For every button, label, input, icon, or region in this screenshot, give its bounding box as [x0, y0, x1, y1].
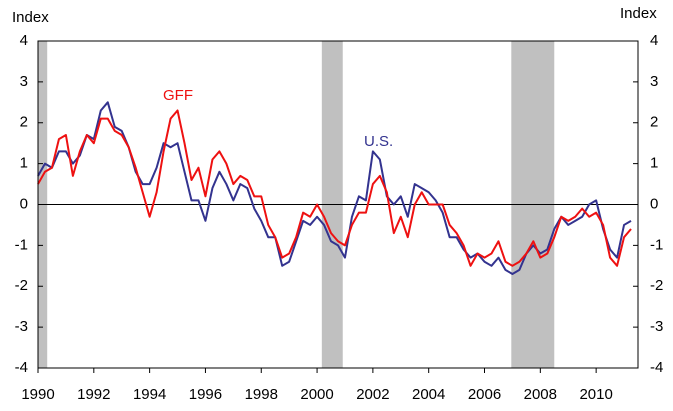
x-tick-label: 2010	[579, 386, 612, 403]
x-tick-label: 1998	[245, 386, 278, 403]
x-tick-label: 2006	[468, 386, 501, 403]
y2-tick-label: -2	[650, 277, 663, 294]
series-label: U.S.	[364, 133, 393, 150]
x-tick-label: 2004	[412, 386, 445, 403]
plot-frame	[37, 40, 639, 369]
y-tick-label: -1	[15, 236, 28, 253]
y-tick-label: 3	[20, 73, 28, 90]
y2-tick-label: 3	[650, 73, 658, 90]
x-tick-label: 1996	[189, 386, 222, 403]
x-tick-label: 1992	[77, 386, 110, 403]
y2-tick-label: 4	[650, 32, 658, 49]
y-tick-label: 1	[20, 155, 28, 172]
y2-tick-label: 2	[650, 114, 658, 131]
y2-tick-label: -1	[650, 236, 663, 253]
x-tick-label: 2000	[300, 386, 333, 403]
x-tick-label: 1994	[133, 386, 166, 403]
y-axis-label: Index	[12, 9, 49, 26]
y-tick-label: -3	[15, 318, 28, 335]
y-tick-label: 2	[20, 114, 28, 131]
series-line	[37, 109, 632, 267]
y2-tick-label: -3	[650, 318, 663, 335]
y2-tick-label: 0	[650, 195, 658, 212]
y2-axis-label: Index	[620, 5, 657, 22]
x-tick-label: 2002	[356, 386, 389, 403]
y-tick-label: -2	[15, 277, 28, 294]
y-tick-label: -4	[15, 359, 28, 376]
x-tick-label: 2008	[524, 386, 557, 403]
y-tick-label: 4	[20, 32, 28, 49]
y-tick-label: 0	[20, 195, 28, 212]
y2-tick-label: 1	[650, 155, 658, 172]
y2-tick-label: -4	[650, 359, 663, 376]
x-tick-label: 1990	[21, 386, 54, 403]
series-label: GFF	[163, 87, 193, 104]
